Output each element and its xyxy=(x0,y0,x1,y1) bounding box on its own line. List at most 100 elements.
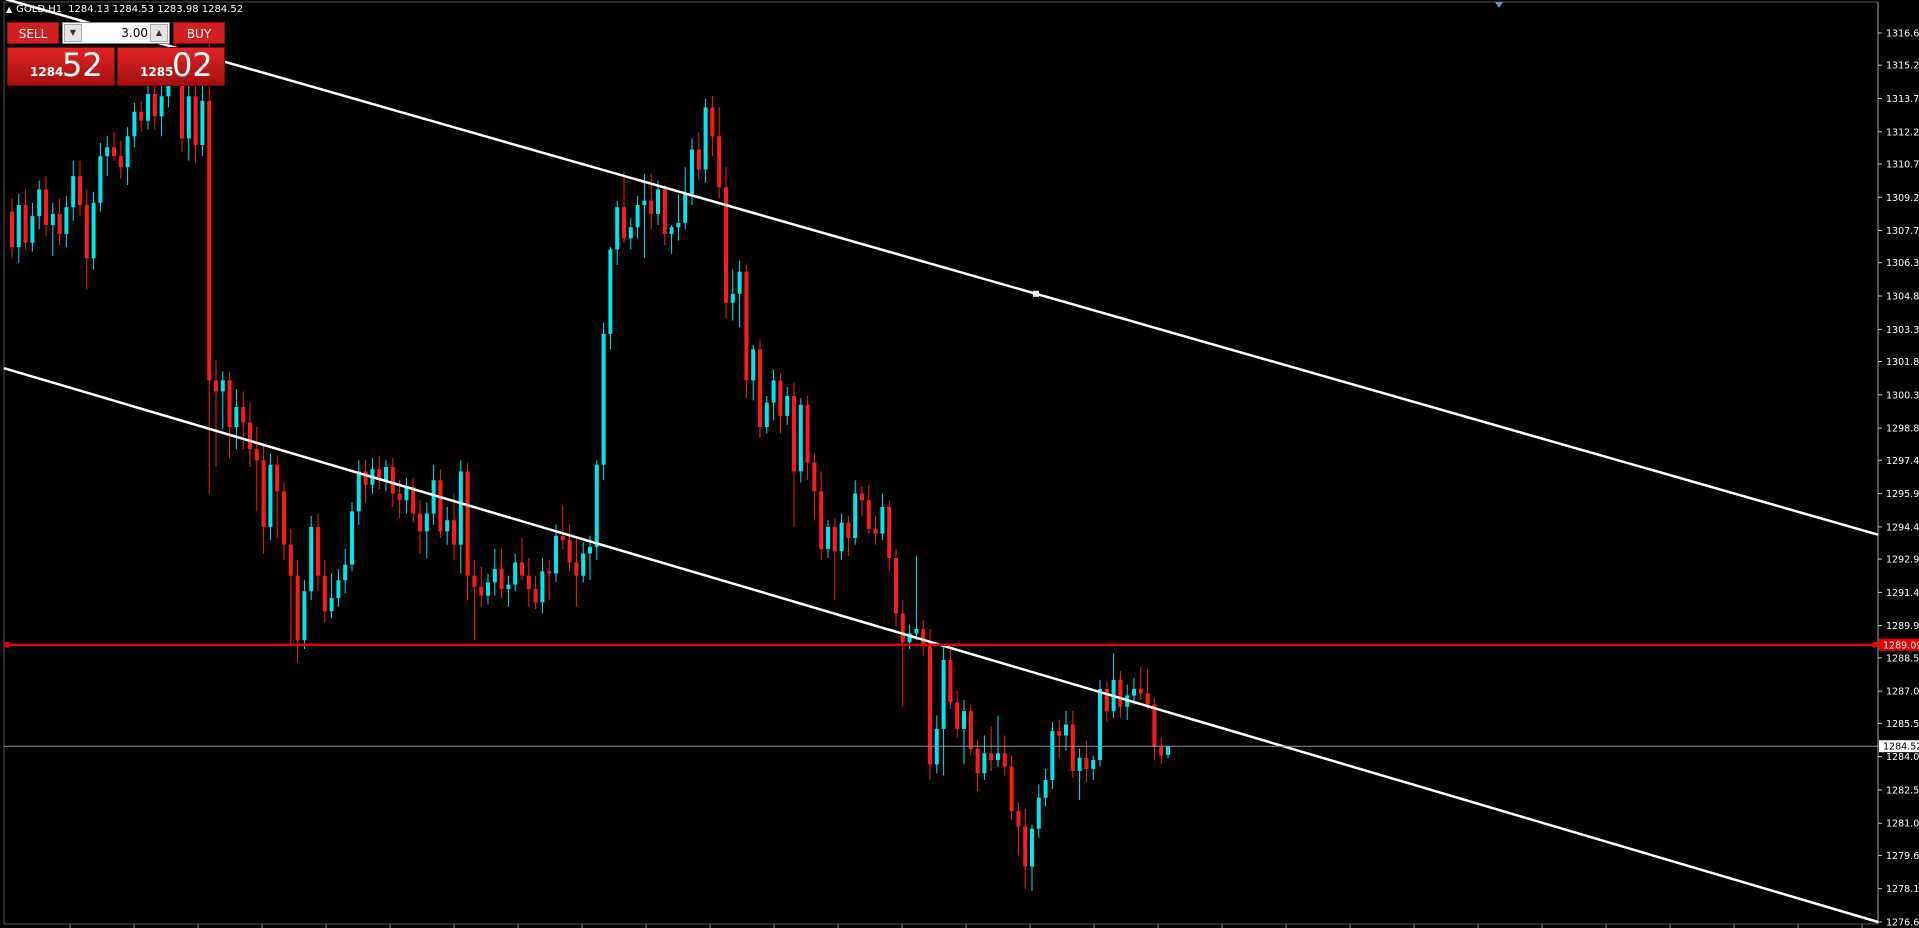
ohlc-low: 1283.98 xyxy=(157,4,199,15)
candle xyxy=(10,198,14,259)
candle xyxy=(513,553,518,592)
price-label: 1316.65 xyxy=(1886,29,1919,40)
chart-shift-marker-icon xyxy=(1495,2,1503,8)
price-label: 1295.90 xyxy=(1886,489,1919,500)
price-label: 1315.20 xyxy=(1886,61,1919,72)
candle xyxy=(438,469,443,538)
candle-body xyxy=(717,136,722,188)
candle-body xyxy=(696,149,701,170)
candle xyxy=(125,127,130,186)
candle-body xyxy=(866,500,871,530)
candle xyxy=(1125,684,1130,721)
horizontal-line-price-tag xyxy=(1879,638,1919,651)
candle-body xyxy=(1098,688,1102,760)
candle-body xyxy=(288,544,293,576)
buy-quote-button[interactable]: 1285 02 xyxy=(117,46,225,86)
candle xyxy=(520,537,524,581)
candle xyxy=(860,486,864,516)
candle-body xyxy=(275,464,280,492)
candle xyxy=(1036,784,1041,838)
candle-body xyxy=(479,586,484,596)
candle-body xyxy=(186,96,191,139)
candle-body xyxy=(424,513,429,532)
candle xyxy=(350,502,354,572)
candles[interactable] xyxy=(10,38,1170,891)
candle-body xyxy=(316,526,320,576)
candle xyxy=(57,198,62,245)
drawn-objects[interactable] xyxy=(3,0,1879,924)
candle-body xyxy=(411,486,416,514)
candle xyxy=(758,340,762,439)
candle-body xyxy=(1050,731,1055,780)
candle-body xyxy=(302,591,307,641)
increase-lot-icon[interactable]: ▲ xyxy=(150,24,168,42)
candle-body xyxy=(622,207,626,239)
candle-body xyxy=(268,464,273,527)
candle-body xyxy=(57,213,62,234)
candle-body xyxy=(486,582,490,596)
candle xyxy=(846,515,851,556)
sell-button[interactable]: SELL xyxy=(7,22,59,44)
candle-body xyxy=(98,156,103,203)
candle-body xyxy=(662,189,667,234)
candle-body xyxy=(64,207,69,234)
candle-body xyxy=(764,402,769,428)
candle xyxy=(486,573,490,605)
price-label: 1304.80 xyxy=(1886,292,1919,303)
candle-body xyxy=(329,597,334,612)
candle xyxy=(962,700,966,765)
candle-body xyxy=(894,557,898,614)
decrease-lot-icon[interactable]: ▼ xyxy=(64,24,82,42)
candle xyxy=(778,373,783,434)
candle xyxy=(105,136,110,177)
candle-body xyxy=(282,491,286,545)
candle-body xyxy=(914,628,919,634)
candle xyxy=(207,38,212,494)
candle xyxy=(418,500,422,554)
lot-size-input[interactable] xyxy=(84,25,148,41)
candle xyxy=(499,549,504,598)
candle xyxy=(866,484,871,534)
candle-body xyxy=(431,480,436,514)
candle-body xyxy=(928,644,932,765)
candle-body xyxy=(751,349,756,381)
candle xyxy=(322,560,327,623)
candle xyxy=(696,131,701,181)
candle-body xyxy=(941,660,946,729)
candle xyxy=(282,482,286,561)
ohlc-open: 1284.13 xyxy=(68,4,110,15)
candle-body xyxy=(78,176,82,206)
candle xyxy=(676,193,681,241)
candle-body xyxy=(350,511,354,565)
candle-body xyxy=(23,205,28,243)
candle xyxy=(887,500,892,572)
candle-body xyxy=(118,156,123,168)
candle xyxy=(424,502,429,558)
candle xyxy=(690,138,694,206)
candle-body xyxy=(1166,746,1170,755)
candle xyxy=(98,142,103,212)
candle-body xyxy=(472,575,477,587)
candle xyxy=(1070,711,1075,778)
candle xyxy=(465,462,470,601)
candle-body xyxy=(1009,766,1014,812)
candle xyxy=(574,537,579,607)
candle-body xyxy=(254,449,259,461)
buy-button[interactable]: BUY xyxy=(173,22,225,44)
symbol-header: ▲ GOLD,H1 1284.13 1284.53 1283.98 1284.52 xyxy=(6,4,243,15)
lot-size-stepper[interactable]: ▼ ▲ xyxy=(62,22,170,44)
price-label: 1291.45 xyxy=(1886,588,1919,599)
candle xyxy=(1002,735,1007,776)
candle-body xyxy=(554,535,558,574)
candle-body xyxy=(193,96,198,146)
sell-quote-button[interactable]: 1284 52 xyxy=(7,46,115,86)
candle-body xyxy=(1030,828,1034,867)
candle xyxy=(900,600,905,707)
candle xyxy=(336,569,341,607)
candle xyxy=(1166,745,1170,759)
collapse-triangle-icon[interactable]: ▲ xyxy=(6,5,13,14)
symbol-label: GOLD,H1 xyxy=(16,4,63,15)
candle-body xyxy=(1064,724,1068,736)
